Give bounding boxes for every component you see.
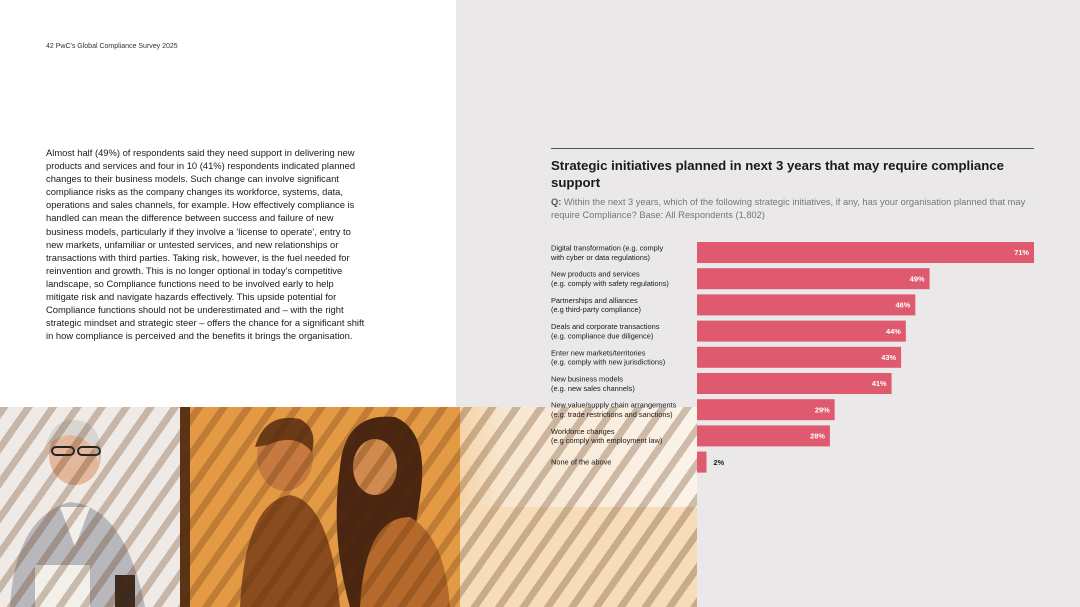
bar	[697, 294, 916, 316]
office-photo	[0, 407, 697, 607]
category-label-line: New business models	[551, 375, 623, 384]
initiatives-bar-chart: Digital transformation (e.g. comply with …	[551, 242, 1034, 473]
category-label: Digital transformation (e.g. comply with …	[551, 244, 663, 262]
category-label-line: Deals and corporate transactions	[551, 322, 660, 331]
value-label: 2%	[713, 458, 724, 467]
category-label-line: (e.g. comply with safety regulations)	[551, 279, 669, 288]
value-label: 43%	[881, 353, 896, 362]
bar	[697, 320, 906, 342]
value-label: 28%	[810, 432, 825, 441]
bar	[697, 268, 930, 290]
value-label: 71%	[1014, 248, 1029, 257]
category-label: New products and services (e.g. comply wi…	[551, 270, 669, 288]
category-label-line: with cyber or data regulations)	[551, 253, 650, 262]
value-label: 46%	[896, 301, 911, 310]
bar	[697, 399, 835, 421]
office-photo-illustration	[0, 407, 697, 607]
category-label-line: (e.g third-party compliance)	[551, 305, 641, 314]
bar	[697, 425, 830, 447]
category-label-line: None of the above	[551, 458, 611, 467]
category-label-line: (e.g. compliance due diligence)	[551, 331, 653, 340]
category-label-line: Workforce changes	[551, 427, 615, 436]
chart-title: Strategic initiatives planned in next 3 …	[551, 158, 1004, 190]
category-label: Deals and corporate transactions (e.g. co…	[551, 322, 660, 340]
category-label-line: (e.g comply with employment law)	[551, 436, 662, 445]
body-paragraph: Almost half (49%) of respondents said th…	[46, 147, 365, 342]
category-label-line: Enter new markets/territories	[551, 348, 646, 357]
value-label: 44%	[886, 327, 901, 336]
question-prefix: Q:	[551, 197, 562, 207]
question-text: Within the next 3 years, which of the fo…	[551, 197, 1026, 220]
category-label-line: Digital transformation (e.g. comply	[551, 244, 663, 253]
category-label-line: (e.g. trade restrictions and sanctions)	[551, 410, 673, 419]
category-label: None of the above	[551, 458, 611, 467]
category-label-line: (e.g. comply with new jurisdictions)	[551, 358, 665, 367]
window-blind-shadow	[0, 407, 697, 607]
category-label: Partnerships and alliances (e.g third-par…	[551, 296, 641, 314]
category-label: Enter new markets/territories (e.g. compl…	[551, 348, 665, 366]
bar	[697, 451, 707, 473]
bar	[697, 346, 902, 368]
category-label-line: (e.g. new sales channels)	[551, 384, 635, 393]
chart-question: Q: Within the next 3 years, which of the…	[551, 196, 1036, 221]
value-label: 41%	[872, 379, 887, 388]
page-header: 42 PwC's Global Compliance Survey 2025	[46, 43, 178, 50]
category-label-line: New products and services	[551, 270, 640, 279]
category-label: New value/supply chain arrangements (e.g.…	[551, 401, 677, 419]
category-label: Workforce changes (e.g comply with employ…	[551, 427, 662, 445]
chart-divider	[551, 148, 1034, 149]
category-label-line: New value/supply chain arrangements	[551, 401, 677, 410]
value-label: 29%	[815, 405, 830, 414]
category-label: New business models (e.g. new sales chann…	[551, 375, 635, 393]
value-label: 49%	[910, 274, 925, 283]
bar	[697, 373, 892, 394]
category-label-line: Partnerships and alliances	[551, 296, 638, 305]
bar	[697, 242, 1034, 263]
